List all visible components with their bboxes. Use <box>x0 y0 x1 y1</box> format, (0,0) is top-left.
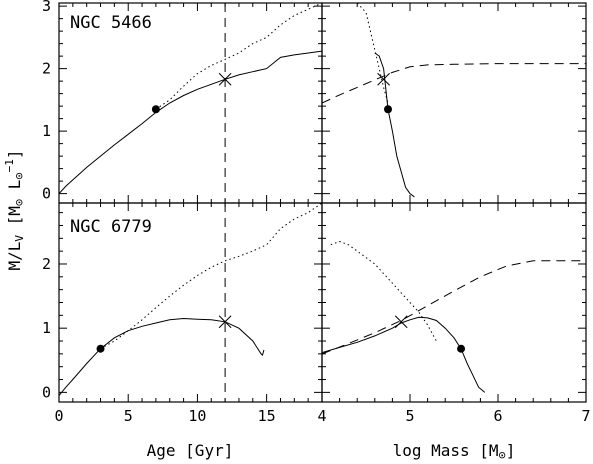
series-dotted-line <box>155 3 322 110</box>
y-tick-label: 3 <box>42 0 51 15</box>
cross-marker <box>377 72 390 86</box>
series-solid-line <box>322 316 486 393</box>
panel-frame <box>321 2 587 204</box>
cross-marker <box>218 72 232 86</box>
filled-dot-marker <box>384 105 392 114</box>
plot-area <box>322 240 586 393</box>
x-axis-title-mass: log Mass [M⊙] <box>393 441 516 462</box>
series-solid-line <box>59 50 322 194</box>
y-tick-label: 2 <box>42 60 51 78</box>
x-tick-label: 5 <box>124 407 133 425</box>
series-solid-line <box>374 52 415 198</box>
y-tick-label: 1 <box>42 122 51 140</box>
y-tick-label: 2 <box>42 255 51 273</box>
plot-area <box>59 203 322 402</box>
panel-frame <box>321 202 587 403</box>
x-tick-label: 0 <box>54 407 63 425</box>
panel-label-ngc5466: NGC 5466 <box>70 13 152 33</box>
series-dotted-line <box>330 240 437 342</box>
series-dotted-line <box>356 3 389 104</box>
panel-age-5466: 0 1 2 3 <box>42 0 323 204</box>
plot-area <box>59 3 322 203</box>
filled-dot-marker <box>457 344 466 353</box>
y-axis-title: M/LV [M⊙ L⊙−1] <box>3 149 26 270</box>
panel-mass-6779: 4 5 6 7 <box>317 202 591 425</box>
y-tick-label: 1 <box>42 319 51 337</box>
y-tick-label: 0 <box>42 185 51 203</box>
x-tick-label: 5 <box>405 407 414 425</box>
x-tick-label: 7 <box>581 407 590 425</box>
x-axis-title-age: Age [Gyr] <box>147 441 234 460</box>
panel-label-ngc6779: NGC 6779 <box>70 217 152 237</box>
x-tick-label: 4 <box>317 407 326 425</box>
x-tick-label: 15 <box>258 407 276 425</box>
x-tick-label: 6 <box>493 407 502 425</box>
x-tick-label: 10 <box>188 407 206 425</box>
filled-dot-marker <box>151 105 160 114</box>
filled-dot-marker <box>96 344 105 353</box>
cross-marker <box>394 315 408 329</box>
cross-marker <box>218 315 232 329</box>
plot-area <box>322 3 586 198</box>
panel-mass-5466 <box>321 2 587 204</box>
series-dashed-line <box>322 260 586 355</box>
series-solid-line <box>59 317 265 396</box>
y-tick-label: 0 <box>42 383 51 401</box>
series-dashed-line <box>322 63 586 104</box>
panel-frame <box>58 2 323 204</box>
